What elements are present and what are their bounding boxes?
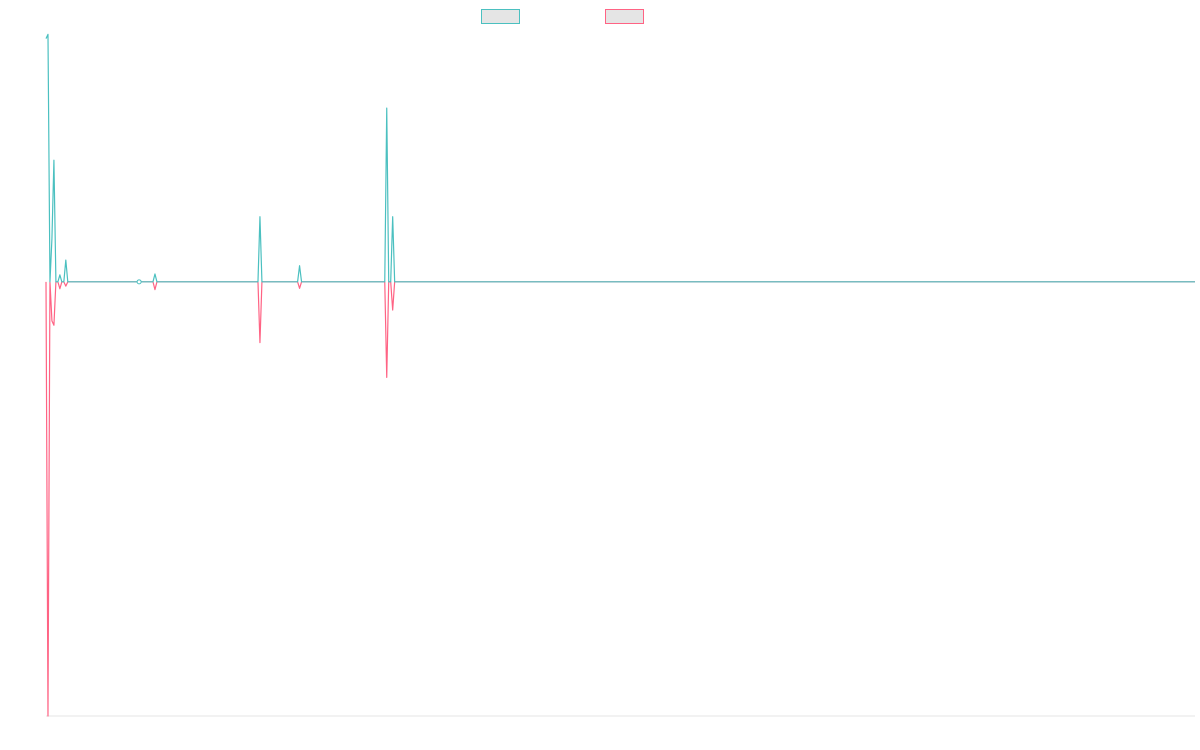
legend-swatch-series-b	[605, 9, 644, 24]
series-layer	[45, 33, 1195, 717]
data-point-marker[interactable]	[136, 279, 142, 285]
legend-item-series-a[interactable]	[481, 9, 526, 24]
series-a-line	[45, 33, 1195, 283]
series-b-line	[45, 281, 1195, 717]
legend-swatch-series-a	[481, 9, 520, 24]
legend	[0, 9, 1200, 27]
legend-item-series-b[interactable]	[605, 9, 650, 24]
